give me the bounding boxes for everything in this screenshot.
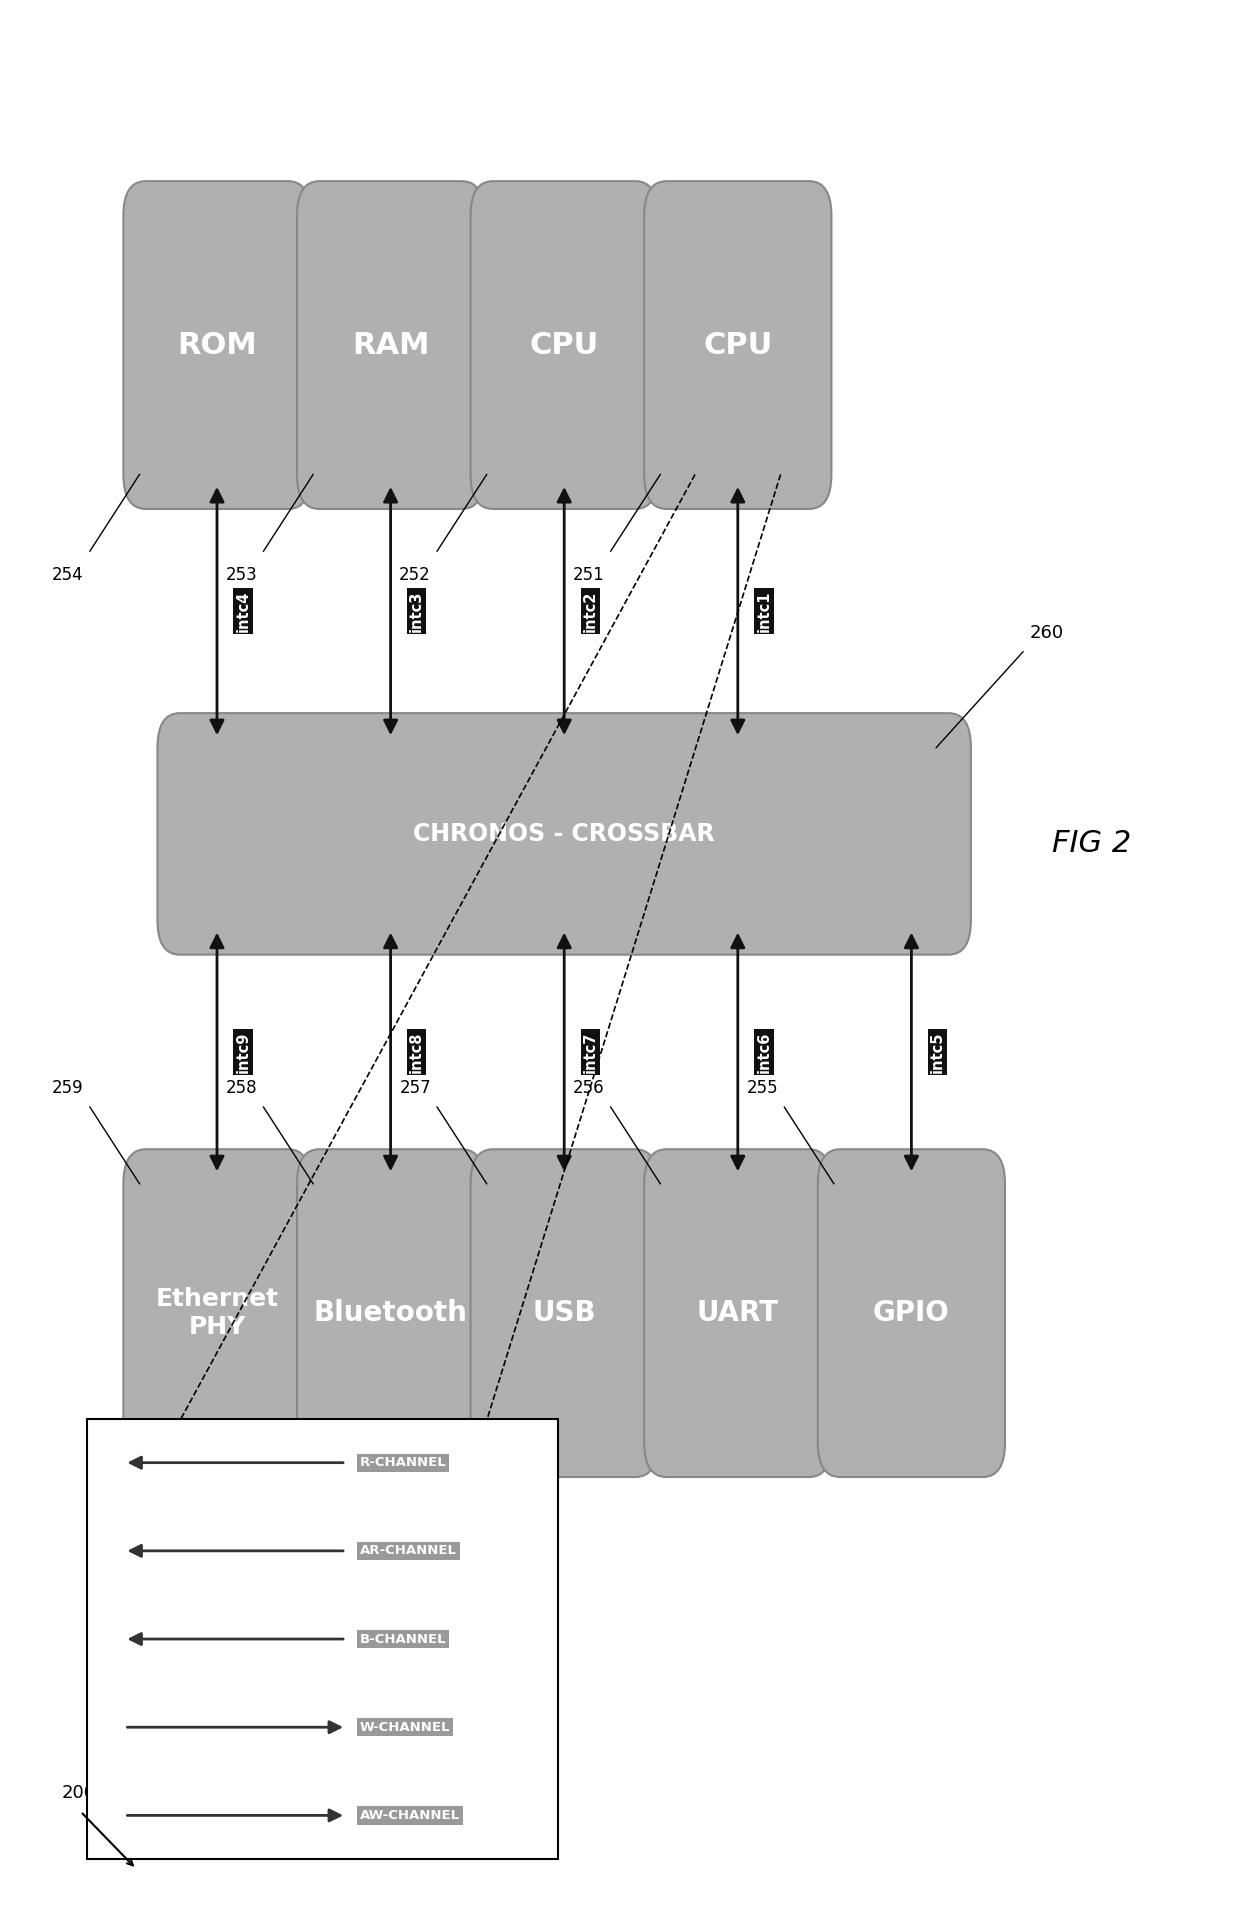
Text: intc8: intc8 (409, 1031, 424, 1074)
Text: CPU: CPU (529, 330, 599, 360)
Text: AR-CHANNEL: AR-CHANNEL (360, 1545, 458, 1557)
Text: 255: 255 (746, 1079, 779, 1097)
Text: intc1: intc1 (756, 590, 771, 633)
Text: 259: 259 (52, 1079, 83, 1097)
FancyBboxPatch shape (471, 1148, 657, 1476)
Text: intc4: intc4 (236, 590, 250, 633)
Text: CPU: CPU (703, 330, 773, 360)
Text: 260: 260 (1029, 625, 1064, 642)
Text: 257: 257 (399, 1079, 432, 1097)
Text: 254: 254 (52, 567, 83, 585)
FancyBboxPatch shape (298, 1148, 484, 1476)
FancyBboxPatch shape (645, 1148, 831, 1476)
Text: 258: 258 (226, 1079, 258, 1097)
Text: ROM: ROM (177, 330, 257, 360)
Text: USB: USB (532, 1300, 596, 1327)
Text: FIG 2: FIG 2 (1052, 828, 1131, 859)
Text: W-CHANNEL: W-CHANNEL (360, 1721, 450, 1733)
Text: AW-CHANNEL: AW-CHANNEL (360, 1810, 460, 1821)
Bar (87, 1419, 558, 1859)
Text: intc9: intc9 (236, 1031, 250, 1074)
Text: R-CHANNEL: R-CHANNEL (360, 1457, 446, 1468)
Text: 252: 252 (399, 567, 432, 585)
Text: UART: UART (697, 1300, 779, 1327)
Text: B-CHANNEL: B-CHANNEL (360, 1633, 446, 1645)
FancyBboxPatch shape (157, 713, 971, 955)
Text: Bluetooth: Bluetooth (314, 1300, 467, 1327)
Text: 256: 256 (573, 1079, 605, 1097)
FancyBboxPatch shape (298, 182, 484, 510)
Text: 251: 251 (573, 567, 605, 585)
Text: RAM: RAM (352, 330, 429, 360)
Text: intc3: intc3 (409, 590, 424, 633)
Text: 253: 253 (226, 567, 258, 585)
Text: 200: 200 (62, 1785, 95, 1802)
Text: intc2: intc2 (583, 590, 598, 633)
FancyBboxPatch shape (123, 1148, 310, 1476)
Text: GPIO: GPIO (873, 1300, 950, 1327)
Text: CHRONOS - CROSSBAR: CHRONOS - CROSSBAR (413, 822, 715, 845)
Text: intc5: intc5 (930, 1031, 945, 1074)
FancyBboxPatch shape (471, 182, 657, 510)
Text: intc7: intc7 (583, 1031, 598, 1074)
FancyBboxPatch shape (818, 1148, 1004, 1476)
FancyBboxPatch shape (123, 182, 310, 510)
Text: Ethernet
PHY: Ethernet PHY (155, 1286, 279, 1340)
Text: intc6: intc6 (756, 1031, 771, 1074)
FancyBboxPatch shape (645, 182, 831, 510)
